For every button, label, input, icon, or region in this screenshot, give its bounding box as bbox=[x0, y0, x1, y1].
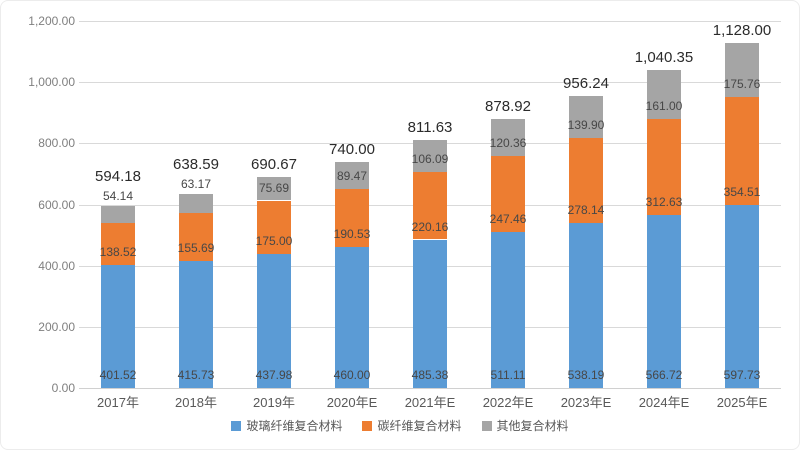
x-axis-category-label: 2017年 bbox=[97, 395, 139, 410]
segment-value-label: 401.52 bbox=[99, 368, 137, 382]
x-axis-category-label: 2018年 bbox=[175, 395, 217, 410]
legend-label: 碳纤维复合材料 bbox=[377, 419, 462, 433]
total-value-label: 1,040.35 bbox=[634, 48, 694, 66]
y-axis-tick-label: 1,200.00 bbox=[28, 14, 75, 28]
bar-segment-玻璃纤维复合材料 bbox=[101, 265, 135, 388]
legend-label: 玻璃纤维复合材料 bbox=[246, 419, 343, 433]
bar-segment-碳纤维复合材料 bbox=[413, 172, 447, 240]
segment-value-label: 175.76 bbox=[723, 76, 761, 91]
segment-value-label: 63.17 bbox=[180, 176, 212, 191]
segment-value-label: 161.00 bbox=[645, 99, 683, 114]
bar-segment-玻璃纤维复合材料 bbox=[335, 247, 369, 388]
total-value-label: 594.18 bbox=[95, 168, 141, 186]
bar-segment-碳纤维复合材料 bbox=[647, 119, 681, 215]
x-axis-category-label: 2019年 bbox=[253, 395, 295, 410]
bar-segment-碳纤维复合材料 bbox=[569, 138, 603, 224]
bar-segment-其他复合材料 bbox=[647, 69, 681, 119]
gridline bbox=[79, 21, 781, 22]
x-axis-category-label: 2023年E bbox=[560, 395, 612, 410]
bar-segment-其他复合材料 bbox=[179, 193, 213, 214]
bar-segment-碳纤维复合材料 bbox=[725, 96, 759, 206]
segment-value-label: 511.11 bbox=[490, 368, 526, 382]
bar-segment-碳纤维复合材料 bbox=[491, 156, 525, 232]
x-axis-category-label: 2022年E bbox=[482, 395, 534, 410]
total-value-label: 638.59 bbox=[173, 155, 219, 173]
legend: 玻璃纤维复合材料 碳纤维复合材料 其他复合材料 bbox=[1, 419, 799, 433]
bar-segment-玻璃纤维复合材料 bbox=[491, 231, 525, 388]
legend-item-碳纤维复合材料: 碳纤维复合材料 bbox=[362, 419, 462, 433]
gridline bbox=[79, 82, 781, 83]
legend-item-其他复合材料: 其他复合材料 bbox=[481, 419, 569, 433]
segment-value-label: 485.38 bbox=[411, 368, 449, 382]
total-value-label: 690.67 bbox=[251, 156, 297, 174]
segment-value-label: 597.73 bbox=[723, 368, 761, 382]
bar-segment-其他复合材料 bbox=[335, 161, 369, 190]
y-axis-tick-label: 1,000.00 bbox=[28, 75, 75, 89]
total-value-label: 1,128.00 bbox=[712, 22, 772, 39]
segment-value-label: 106.09 bbox=[411, 152, 449, 167]
segment-value-label: 312.63 bbox=[645, 194, 683, 209]
segment-value-label: 566.72 bbox=[645, 368, 683, 382]
total-value-label: 811.63 bbox=[407, 118, 453, 136]
bar-segment-玻璃纤维复合材料 bbox=[569, 223, 603, 388]
legend-swatch-icon bbox=[481, 421, 492, 431]
legend-label: 其他复合材料 bbox=[496, 419, 569, 433]
segment-value-label: 460.00 bbox=[333, 368, 371, 382]
segment-value-label: 220.16 bbox=[411, 219, 449, 234]
segment-value-label: 139.90 bbox=[567, 118, 605, 133]
segment-value-label: 247.46 bbox=[489, 211, 527, 226]
segment-value-label: 89.47 bbox=[336, 169, 368, 183]
bar-segment-玻璃纤维复合材料 bbox=[647, 214, 681, 388]
legend-swatch-icon bbox=[231, 421, 242, 431]
legend-item-玻璃纤维复合材料: 玻璃纤维复合材料 bbox=[231, 419, 342, 433]
total-value-label: 878.92 bbox=[485, 98, 531, 116]
segment-value-label: 415.73 bbox=[177, 368, 215, 382]
bar-segment-其他复合材料 bbox=[413, 139, 447, 173]
segment-value-label: 54.14 bbox=[102, 189, 134, 204]
bar-segment-其他复合材料 bbox=[569, 95, 603, 139]
bar-segment-玻璃纤维复合材料 bbox=[179, 260, 213, 388]
segment-value-label: 354.51 bbox=[723, 185, 761, 200]
segment-value-label: 190.53 bbox=[333, 227, 371, 242]
bar-segment-碳纤维复合材料 bbox=[101, 222, 135, 266]
bar-segment-碳纤维复合材料 bbox=[179, 213, 213, 261]
segment-value-label: 155.69 bbox=[177, 240, 215, 255]
bar-segment-其他复合材料 bbox=[257, 177, 291, 201]
x-axis-category-label: 2024年E bbox=[638, 395, 690, 410]
segment-value-label: 538.19 bbox=[567, 368, 605, 382]
total-value-label: 956.24 bbox=[563, 74, 609, 92]
segment-value-label: 75.69 bbox=[258, 180, 290, 195]
bar-segment-玻璃纤维复合材料 bbox=[257, 254, 291, 388]
gridline bbox=[79, 388, 781, 389]
x-axis-category-label: 2025年E bbox=[716, 395, 768, 410]
bar-segment-其他复合材料 bbox=[725, 43, 759, 97]
bar-segment-其他复合材料 bbox=[491, 119, 525, 156]
segment-value-label: 175.00 bbox=[255, 234, 293, 249]
segment-value-label: 120.36 bbox=[489, 136, 527, 150]
bar-segment-其他复合材料 bbox=[101, 206, 135, 223]
legend-swatch-icon bbox=[362, 421, 373, 431]
y-axis-tick-label: 600.00 bbox=[38, 198, 75, 212]
y-axis-tick-label: 200.00 bbox=[38, 320, 75, 334]
y-axis-tick-label: 0.00 bbox=[51, 381, 75, 395]
bar-segment-玻璃纤维复合材料 bbox=[725, 205, 759, 388]
segment-value-label: 138.52 bbox=[99, 245, 137, 260]
x-axis-category-label: 2020年E bbox=[326, 395, 378, 410]
total-value-label: 740.00 bbox=[329, 140, 375, 158]
segment-value-label: 278.14 bbox=[567, 203, 605, 218]
bar-segment-玻璃纤维复合材料 bbox=[413, 239, 447, 388]
bar-segment-碳纤维复合材料 bbox=[257, 200, 291, 254]
y-axis-tick-label: 800.00 bbox=[38, 136, 75, 150]
bar-segment-碳纤维复合材料 bbox=[335, 189, 369, 248]
y-axis-tick-label: 400.00 bbox=[38, 259, 75, 273]
segment-value-label: 437.98 bbox=[255, 368, 293, 382]
x-axis-category-label: 2021年E bbox=[404, 395, 456, 410]
